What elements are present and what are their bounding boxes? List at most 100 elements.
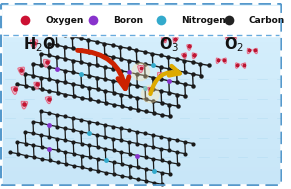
Bar xyxy=(3,98,279,101)
Bar xyxy=(3,110,279,112)
Text: Oxygen: Oxygen xyxy=(45,16,84,25)
Bar xyxy=(3,67,279,70)
Bar xyxy=(3,180,279,183)
Polygon shape xyxy=(216,58,221,63)
Polygon shape xyxy=(21,101,28,109)
Bar xyxy=(3,43,279,46)
Bar xyxy=(3,63,279,66)
Text: Carbon: Carbon xyxy=(249,16,285,25)
Bar xyxy=(3,167,279,170)
Polygon shape xyxy=(138,66,144,73)
Bar xyxy=(3,112,279,115)
Polygon shape xyxy=(173,36,178,43)
Bar xyxy=(3,32,279,35)
Bar xyxy=(3,54,279,57)
Bar xyxy=(3,70,279,72)
Bar xyxy=(3,123,279,125)
Bar xyxy=(3,6,279,36)
Bar xyxy=(3,170,279,172)
Polygon shape xyxy=(34,82,40,89)
Polygon shape xyxy=(225,34,230,40)
Bar xyxy=(3,105,279,108)
Bar xyxy=(3,47,279,50)
Bar xyxy=(3,134,279,137)
Bar xyxy=(3,178,279,181)
Bar xyxy=(3,101,279,103)
Bar xyxy=(3,34,279,37)
Polygon shape xyxy=(232,34,237,40)
Bar xyxy=(3,50,279,52)
Text: O$_3$: O$_3$ xyxy=(159,36,180,54)
Bar xyxy=(3,132,279,134)
Bar xyxy=(3,161,279,163)
Text: H$_2$O: H$_2$O xyxy=(23,36,56,54)
Bar xyxy=(3,149,279,152)
Bar xyxy=(3,143,279,146)
Bar xyxy=(3,141,279,143)
Bar xyxy=(3,23,279,26)
Bar xyxy=(3,10,279,12)
Bar xyxy=(3,74,279,77)
Bar xyxy=(3,81,279,83)
Bar xyxy=(3,85,279,88)
Bar xyxy=(3,138,279,141)
Bar xyxy=(3,92,279,94)
Bar xyxy=(3,87,279,90)
Polygon shape xyxy=(167,28,172,34)
Bar xyxy=(3,36,279,39)
Bar xyxy=(3,90,279,92)
Bar xyxy=(3,125,279,128)
Bar xyxy=(3,7,279,10)
Polygon shape xyxy=(45,97,51,104)
Bar xyxy=(3,172,279,174)
Bar xyxy=(3,25,279,28)
Bar xyxy=(3,61,279,64)
Polygon shape xyxy=(18,67,24,75)
Bar xyxy=(3,129,279,132)
Polygon shape xyxy=(192,53,197,59)
Bar xyxy=(3,156,279,159)
Text: Boron: Boron xyxy=(113,16,143,25)
Bar xyxy=(3,121,279,123)
Bar xyxy=(3,127,279,130)
Bar xyxy=(3,107,279,110)
Polygon shape xyxy=(158,72,163,79)
Bar xyxy=(3,165,279,168)
Bar xyxy=(3,16,279,19)
Polygon shape xyxy=(242,63,246,68)
Bar xyxy=(3,72,279,74)
Polygon shape xyxy=(235,63,240,68)
Polygon shape xyxy=(30,40,38,49)
Bar xyxy=(3,83,279,86)
Bar xyxy=(3,14,279,17)
Bar xyxy=(3,136,279,139)
Bar xyxy=(3,145,279,148)
Circle shape xyxy=(142,85,159,103)
Bar xyxy=(3,94,279,97)
Text: O$_2$: O$_2$ xyxy=(224,36,244,54)
Bar xyxy=(3,147,279,150)
Bar xyxy=(3,158,279,161)
Bar xyxy=(3,5,279,8)
Circle shape xyxy=(132,63,150,81)
Polygon shape xyxy=(247,48,251,54)
Bar xyxy=(3,27,279,30)
Bar xyxy=(3,152,279,154)
Bar xyxy=(3,103,279,106)
Bar xyxy=(3,176,279,179)
Bar xyxy=(3,19,279,21)
Bar xyxy=(3,41,279,43)
Polygon shape xyxy=(11,87,18,94)
Bar xyxy=(3,114,279,117)
Polygon shape xyxy=(44,59,50,67)
Bar xyxy=(3,65,279,68)
Bar xyxy=(3,76,279,79)
Polygon shape xyxy=(222,58,226,63)
Polygon shape xyxy=(148,88,153,93)
Bar xyxy=(3,52,279,55)
Bar xyxy=(3,21,279,23)
Bar xyxy=(3,45,279,48)
Polygon shape xyxy=(253,48,257,54)
Bar xyxy=(3,56,279,59)
Bar xyxy=(3,96,279,99)
